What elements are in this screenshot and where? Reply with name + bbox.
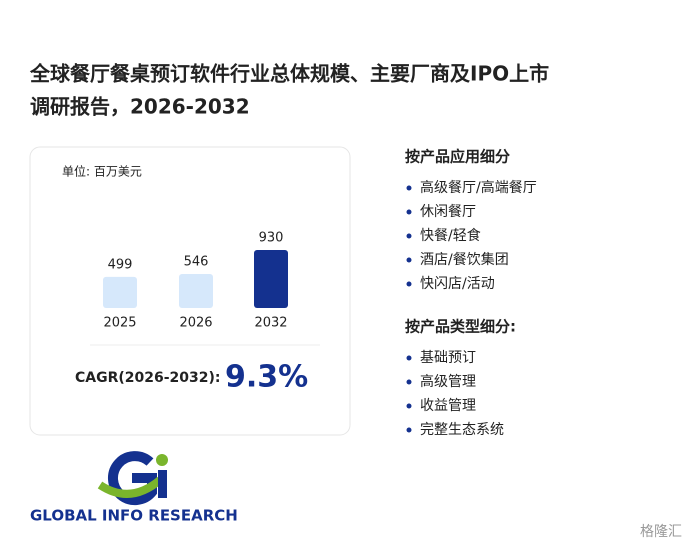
segment-item: 快餐/轻食 xyxy=(420,227,481,244)
category-label: 2026 xyxy=(179,316,212,331)
title: 调研报告，2026-2032 xyxy=(30,95,250,119)
logo-dot xyxy=(156,454,168,466)
segment-item: 高级餐厅/高端餐厅 xyxy=(420,179,537,196)
bullet xyxy=(406,427,412,433)
segment-item: 休闲餐厅 xyxy=(420,204,476,220)
segment-item: 完整生态系统 xyxy=(420,422,504,438)
value-label: 546 xyxy=(184,254,209,269)
logo-g xyxy=(107,451,157,506)
bar xyxy=(103,276,137,308)
title: 全球餐厅餐桌预订软件行业总体规模、主要厂商及IPO上市 xyxy=(29,62,549,86)
category-label: 2025 xyxy=(103,316,136,331)
logo-i xyxy=(158,470,167,498)
logo-text: GLOBAL INFO RESEARCH xyxy=(30,507,238,525)
segment-item: 高级管理 xyxy=(420,373,476,390)
segment-item: 收益管理 xyxy=(420,398,476,414)
logo xyxy=(97,451,168,506)
value-label: 930 xyxy=(259,231,284,246)
segment-item: 基础预订 xyxy=(420,349,476,366)
segment-heading: 按产品应用细分 xyxy=(405,148,510,166)
bullet xyxy=(406,379,412,385)
bullet xyxy=(406,281,412,287)
cagr-label: CAGR(2026-2032): xyxy=(75,370,221,386)
bullet xyxy=(406,403,412,409)
segment-item: 酒店/餐饮集团 xyxy=(420,251,509,268)
logo-swoosh xyxy=(97,476,163,498)
bar xyxy=(254,250,288,308)
bullet xyxy=(406,209,412,215)
bullet xyxy=(406,233,412,239)
value-label: 499 xyxy=(108,257,133,272)
bar xyxy=(179,273,213,308)
bullet xyxy=(406,257,412,263)
cagr-value: 9.3% xyxy=(225,360,308,395)
category-label: 2032 xyxy=(254,316,287,331)
segment-heading: 按产品类型细分: xyxy=(405,318,516,336)
watermark: 格隆汇 xyxy=(640,524,682,540)
segment-item: 快闪店/活动 xyxy=(420,276,495,292)
unit: 单位: 百万美元 xyxy=(62,164,142,179)
bullet xyxy=(406,185,412,191)
bullet xyxy=(406,355,412,361)
